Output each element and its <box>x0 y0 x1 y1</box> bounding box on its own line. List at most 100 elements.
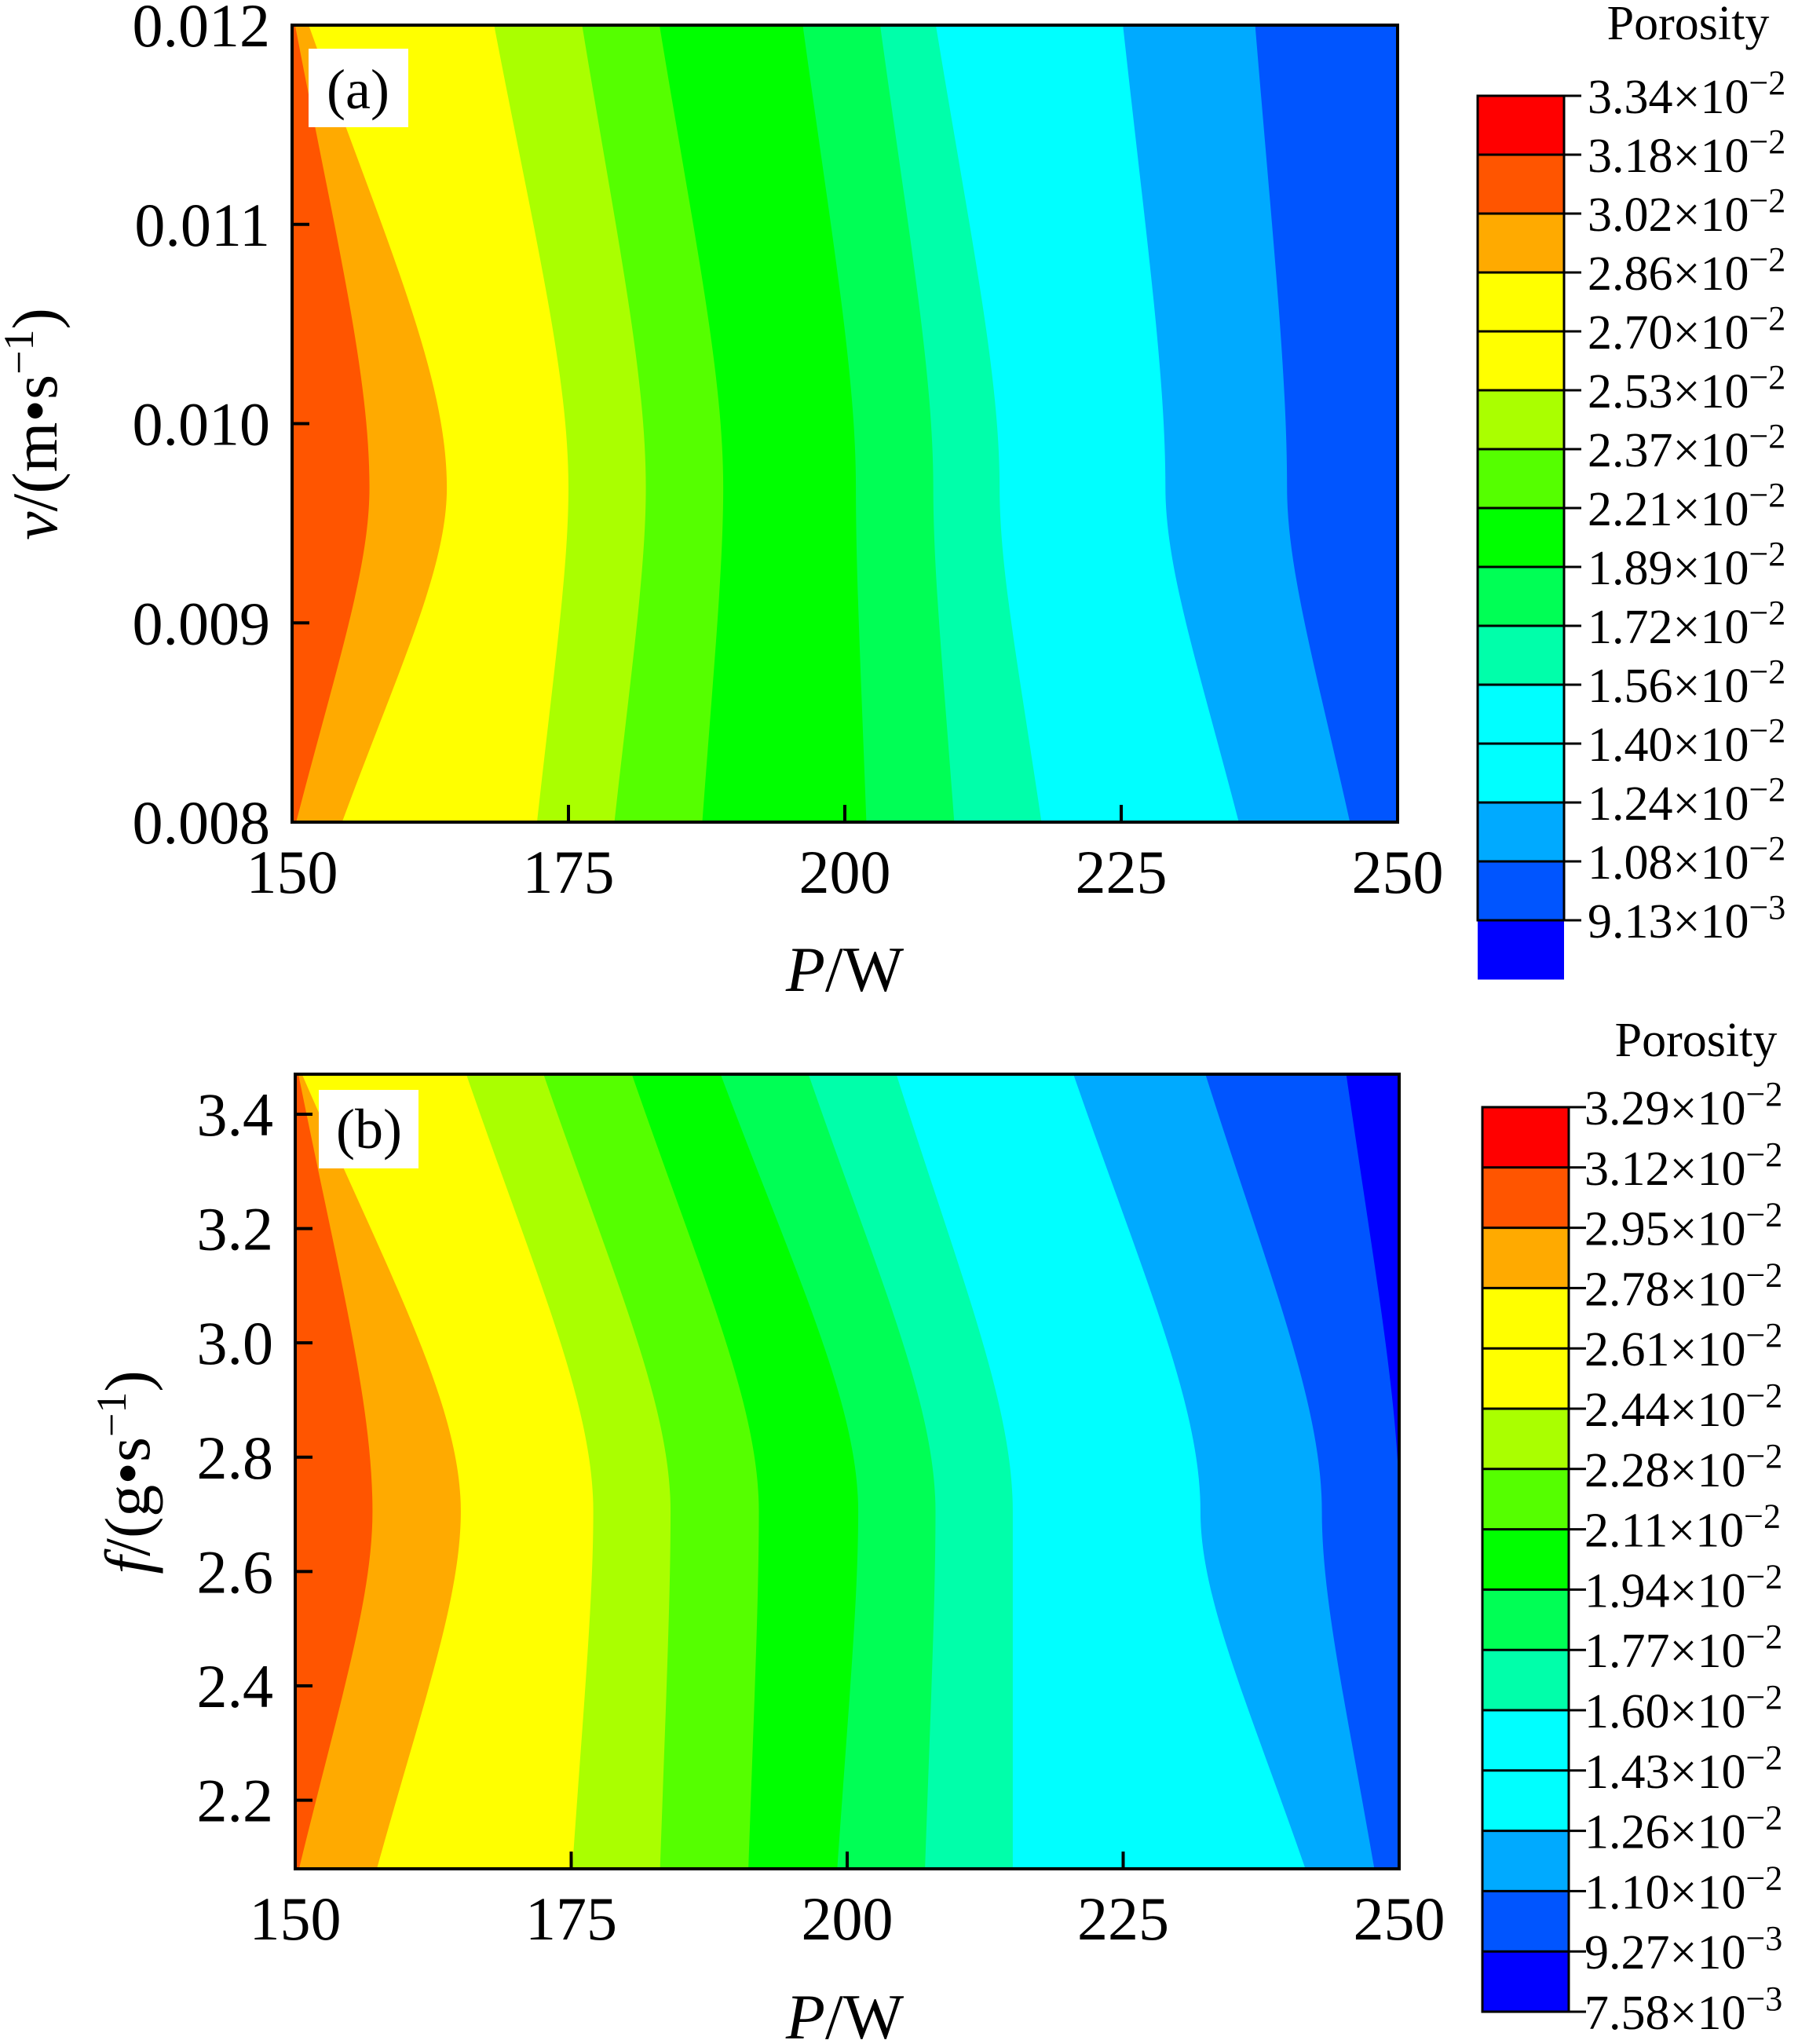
colorbar-swatch <box>1482 1830 1569 1892</box>
contour-band <box>1205 1074 1399 1869</box>
colorbar-swatch <box>1482 1529 1569 1590</box>
colorbar-swatch <box>1482 1951 1569 2013</box>
colorbar-label: 1.26×10−2 <box>1584 1799 1782 1859</box>
x-tick-label: 250 <box>1352 838 1444 906</box>
y-tick-label: 2.6 <box>197 1537 274 1606</box>
colorbar-swatch <box>1478 272 1564 332</box>
panel-b: (b) 150 175 200 225 250 2.2 2.4 2.6 2.8 3.0 3.2 3.… <box>88 1014 1782 2040</box>
colorbar-swatch <box>1478 802 1564 862</box>
colorbar-swatch <box>1478 508 1564 568</box>
colorbar-label: 3.12×10−2 <box>1584 1135 1782 1196</box>
colorbar-swatch <box>1482 1710 1569 1771</box>
colorbar-swatch <box>1482 1288 1569 1349</box>
x-axis-ticks-b: 150 175 200 225 250 <box>250 1852 1445 1953</box>
y-tick-label: 0.008 <box>133 788 271 857</box>
colorbar-b: 3.29×10−23.12×10−22.95×10−22.78×10−22.61… <box>1481 1075 1782 2040</box>
colorbar-swatch <box>1478 449 1564 509</box>
colorbar-label: 2.61×10−2 <box>1584 1316 1782 1376</box>
colorbar-swatch <box>1482 1107 1569 1168</box>
colorbar-swatch <box>1478 685 1564 744</box>
colorbar-swatch <box>1478 744 1564 803</box>
colorbar-label: 7.58×10−3 <box>1584 1980 1782 2040</box>
colorbar-swatch <box>1482 1650 1569 1711</box>
x-tick-label: 250 <box>1354 1885 1445 1953</box>
x-tick-label: 175 <box>525 1885 617 1953</box>
y-tick-label: 2.2 <box>197 1767 274 1835</box>
colorbar-label: 3.02×10−2 <box>1588 181 1785 242</box>
colorbar-a: 3.34×10−23.18×10−23.02×10−22.86×10−22.70… <box>1476 64 1785 980</box>
contour-band <box>1255 25 1398 822</box>
colorbar-swatch <box>1478 96 1564 155</box>
x-tick-label: 150 <box>247 838 338 906</box>
colorbar-label: 1.94×10−2 <box>1584 1557 1782 1618</box>
colorbar-label: 2.95×10−2 <box>1584 1196 1782 1256</box>
colorbar-swatch <box>1478 920 1564 980</box>
colorbar-label: 1.60×10−2 <box>1584 1678 1782 1738</box>
colorbar-swatch <box>1478 214 1564 273</box>
y-axis-ticks-b: 2.2 2.4 2.6 2.8 3.0 3.2 3.4 <box>197 1080 312 1835</box>
x-axis-title-b: P/W <box>785 1981 905 2040</box>
x-tick-label: 200 <box>799 838 891 906</box>
panel-label-box-b <box>319 1090 418 1168</box>
contour-band <box>1346 1074 1399 1512</box>
colorbar-label: 2.78×10−2 <box>1584 1256 1782 1316</box>
colorbar-swatch <box>1482 1348 1569 1409</box>
panel-label-a: (a) <box>327 58 389 121</box>
colorbar-label: 1.10×10−2 <box>1584 1859 1782 1919</box>
colorbar-swatch <box>1482 1468 1569 1530</box>
colorbar-label: 1.43×10−2 <box>1584 1738 1782 1799</box>
colorbar-label: 9.13×10−3 <box>1588 888 1785 949</box>
colorbar-label: 1.89×10−2 <box>1588 535 1785 595</box>
x-tick-label: 200 <box>802 1885 894 1953</box>
x-axis-ticks-a: 150 175 200 225 250 <box>247 805 1444 906</box>
colorbar-label: 1.77×10−2 <box>1584 1618 1782 1678</box>
y-tick-label: 0.009 <box>133 589 271 657</box>
y-axis-title-a: v/(m•s−1) <box>0 308 71 540</box>
colorbar-label: 1.56×10−2 <box>1588 653 1785 713</box>
colorbar-swatch <box>1478 331 1564 391</box>
colorbar-label: 2.11×10−2 <box>1584 1497 1781 1558</box>
y-tick-label: 3.0 <box>197 1309 274 1377</box>
panel-label-b: (b) <box>336 1098 402 1161</box>
y-axis-title-b: f/(g•s−1) <box>88 1370 163 1574</box>
y-tick-label: 2.4 <box>197 1652 274 1720</box>
colorbar-label: 9.27×10−3 <box>1584 1919 1782 1980</box>
colorbar-label: 2.86×10−2 <box>1588 240 1785 301</box>
colorbar-label: 1.24×10−2 <box>1588 770 1785 831</box>
colorbar-label: 2.44×10−2 <box>1584 1376 1782 1437</box>
y-tick-label: 3.4 <box>197 1080 274 1149</box>
colorbar-label: 1.08×10−2 <box>1588 829 1785 890</box>
y-tick-label: 3.2 <box>197 1195 274 1263</box>
colorbar-swatch <box>1478 567 1564 627</box>
colorbar-label: 2.53×10−2 <box>1588 358 1785 419</box>
colorbar-title-a: Porosity <box>1607 0 1770 50</box>
panel-label-box-a <box>309 49 408 127</box>
colorbar-swatch <box>1478 390 1564 450</box>
colorbar-label: 1.40×10−2 <box>1588 711 1785 772</box>
colorbar-swatch <box>1482 1770 1569 1832</box>
x-tick-label: 150 <box>250 1885 342 1953</box>
x-axis-title-a: P/W <box>785 934 905 1005</box>
colorbar-swatch <box>1482 1589 1569 1651</box>
y-axis-ticks-a: 0.008 0.009 0.010 0.011 0.012 <box>133 0 309 857</box>
colorbar-swatch <box>1482 1409 1569 1470</box>
panel-a: (a) 150 175 200 225 250 0.008 0.009 0.010 0.011… <box>0 0 1785 1005</box>
colorbar-label: 1.72×10−2 <box>1588 594 1785 654</box>
colorbar-label: 3.18×10−2 <box>1588 122 1785 183</box>
colorbar-swatch <box>1478 155 1564 214</box>
colorbar-label: 2.21×10−2 <box>1588 476 1785 536</box>
y-tick-label: 0.011 <box>134 191 270 259</box>
colorbar-label: 3.29×10−2 <box>1584 1075 1782 1135</box>
colorbar-title-b: Porosity <box>1615 1014 1778 1067</box>
colorbar-swatch <box>1482 1167 1569 1229</box>
colorbar-swatch <box>1482 1891 1569 1952</box>
y-tick-label: 0.010 <box>133 390 271 459</box>
colorbar-label: 2.70×10−2 <box>1588 299 1785 360</box>
colorbar-label: 2.37×10−2 <box>1588 417 1785 477</box>
x-tick-label: 225 <box>1077 1885 1169 1953</box>
y-tick-label: 2.8 <box>197 1424 274 1492</box>
contour-plot-b <box>295 1074 1399 1869</box>
x-tick-label: 225 <box>1076 838 1168 906</box>
colorbar-swatch <box>1478 861 1564 921</box>
